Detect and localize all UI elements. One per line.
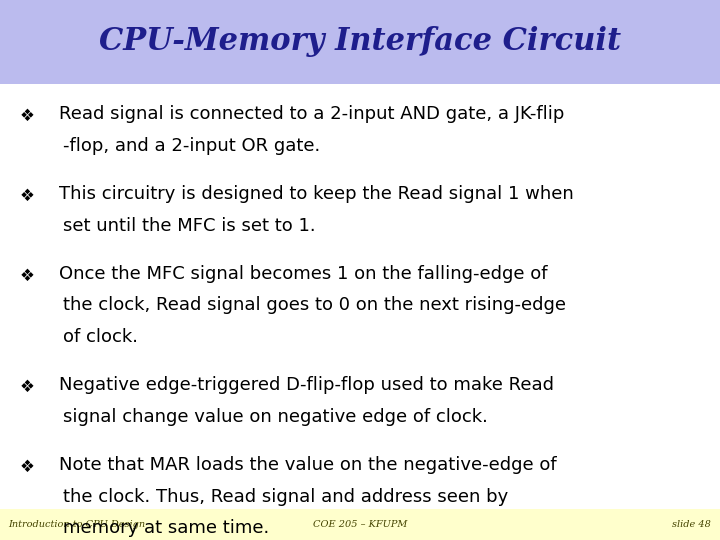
Text: the clock. Thus, Read signal and address seen by: the clock. Thus, Read signal and address… xyxy=(63,488,508,505)
Text: ❖: ❖ xyxy=(20,379,35,396)
Text: ❖: ❖ xyxy=(20,267,35,285)
Text: Negative edge-triggered D-flip-flop used to make Read: Negative edge-triggered D-flip-flop used… xyxy=(59,376,554,394)
Text: slide 48: slide 48 xyxy=(672,520,711,529)
Text: set until the MFC is set to 1.: set until the MFC is set to 1. xyxy=(63,217,315,234)
Text: ❖: ❖ xyxy=(20,187,35,205)
Bar xyxy=(0,0,720,84)
Text: COE 205 – KFUPM: COE 205 – KFUPM xyxy=(312,520,408,529)
Text: memory at same time.: memory at same time. xyxy=(63,519,269,537)
Text: Introduction to CPU Design: Introduction to CPU Design xyxy=(9,520,145,529)
Text: ❖: ❖ xyxy=(20,458,35,476)
Text: the clock, Read signal goes to 0 on the next rising-edge: the clock, Read signal goes to 0 on the … xyxy=(63,296,566,314)
Text: ❖: ❖ xyxy=(20,107,35,125)
Text: Note that MAR loads the value on the negative-edge of: Note that MAR loads the value on the neg… xyxy=(59,456,557,474)
Text: of clock.: of clock. xyxy=(63,328,138,346)
Text: This circuitry is designed to keep the Read signal 1 when: This circuitry is designed to keep the R… xyxy=(59,185,574,203)
Text: signal change value on negative edge of clock.: signal change value on negative edge of … xyxy=(63,408,487,426)
Text: -flop, and a 2-input OR gate.: -flop, and a 2-input OR gate. xyxy=(63,137,320,154)
Bar xyxy=(0,509,720,540)
Text: CPU-Memory Interface Circuit: CPU-Memory Interface Circuit xyxy=(99,26,621,57)
Text: Read signal is connected to a 2-input AND gate, a JK-flip: Read signal is connected to a 2-input AN… xyxy=(59,105,564,123)
Text: Once the MFC signal becomes 1 on the falling-edge of: Once the MFC signal becomes 1 on the fal… xyxy=(59,265,547,283)
